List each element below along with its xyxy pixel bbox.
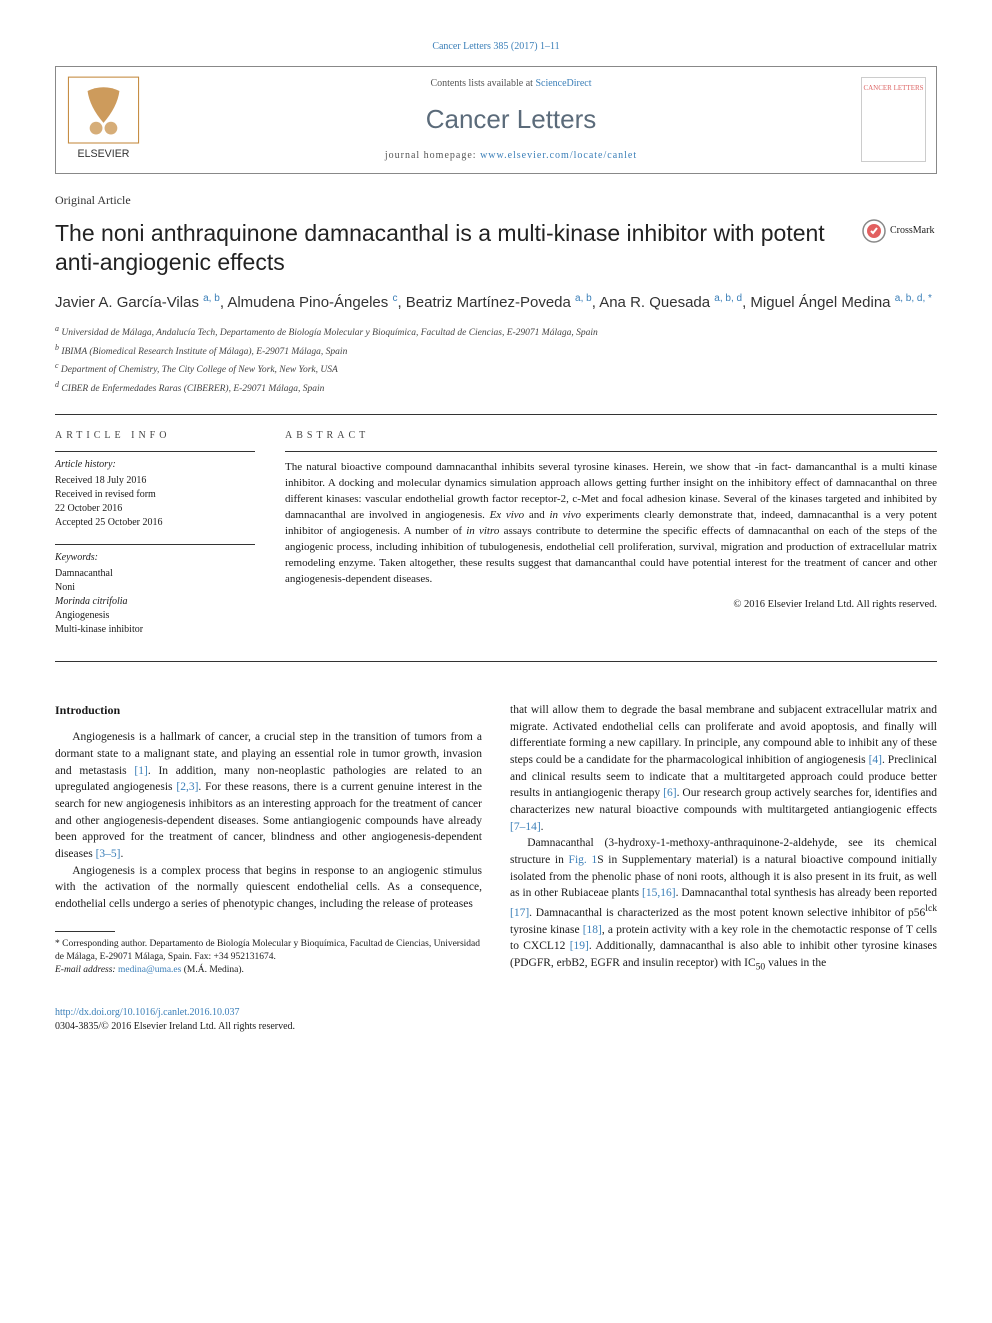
affiliation-line: b IBIMA (Biomedical Research Institute o…	[55, 342, 937, 359]
keyword: Noni	[55, 581, 255, 595]
affiliation-line: d CIBER de Enfermedades Raras (CIBERER),…	[55, 379, 937, 396]
citation-link[interactable]: [6]	[663, 787, 676, 799]
citation-link[interactable]: [19]	[570, 940, 589, 952]
history-line: Received 18 July 2016	[55, 474, 255, 488]
contents-available-line: Contents lists available at ScienceDirec…	[161, 77, 861, 91]
abstract-copyright: © 2016 Elsevier Ireland Ltd. All rights …	[285, 598, 937, 613]
citation-link[interactable]: [3–5]	[96, 848, 121, 860]
affiliation-line: c Department of Chemistry, The City Coll…	[55, 360, 937, 377]
footnote-separator	[55, 931, 115, 932]
keywords-label: Keywords:	[55, 551, 255, 565]
history-label: Article history:	[55, 458, 255, 472]
citation-link[interactable]: [4]	[869, 754, 882, 766]
corresponding-author-footnote: * Corresponding author. Departamento de …	[55, 938, 482, 965]
crossmark-icon	[862, 219, 886, 243]
issn-copyright-line: 0304-3835/© 2016 Elsevier Ireland Ltd. A…	[55, 1021, 295, 1032]
email-suffix: (M.Á. Medina).	[181, 965, 244, 975]
sciencedirect-link[interactable]: ScienceDirect	[535, 78, 591, 89]
body-two-column: Introduction Angiogenesis is a hallmark …	[55, 702, 937, 978]
citation-link[interactable]: [1]	[134, 765, 147, 777]
body-paragraph: Angiogenesis is a complex process that b…	[55, 863, 482, 913]
journal-name: Cancer Letters	[161, 101, 861, 137]
body-paragraph: Damnacanthal (3-hydroxy-1-methoxy-anthra…	[510, 835, 937, 974]
citation-link[interactable]: [2,3]	[176, 781, 198, 793]
body-paragraph: Angiogenesis is a hallmark of cancer, a …	[55, 729, 482, 862]
doi-block: http://dx.doi.org/10.1016/j.canlet.2016.…	[55, 1006, 937, 1034]
divider	[55, 661, 937, 662]
divider	[55, 414, 937, 415]
article-type: Original Article	[55, 192, 937, 209]
abstract-heading: ABSTRACT	[285, 429, 937, 443]
figure-link[interactable]: Fig. 1	[569, 854, 598, 866]
top-citation[interactable]: Cancer Letters 385 (2017) 1–11	[55, 40, 937, 54]
journal-cover-thumbnail[interactable]: CANCER LETTERS	[861, 77, 926, 162]
crossmark-label: CrossMark	[890, 224, 934, 238]
keyword: Angiogenesis	[55, 609, 255, 623]
history-line: Received in revised form	[55, 488, 255, 502]
author-list: Javier A. García-Vilas a, b, Almudena Pi…	[55, 292, 937, 313]
crossmark-badge[interactable]: CrossMark	[862, 219, 937, 243]
email-label: E-mail address:	[55, 965, 118, 975]
article-info-column: ARTICLE INFO Article history: Received 1…	[55, 429, 255, 651]
citation-link[interactable]: [17]	[510, 907, 529, 919]
citation-link[interactable]: [15,16]	[642, 887, 676, 899]
journal-homepage-link[interactable]: www.elsevier.com/locate/canlet	[480, 150, 637, 161]
abstract-column: ABSTRACT The natural bioactive compound …	[285, 429, 937, 651]
abstract-text: The natural bioactive compound damnacant…	[285, 451, 937, 588]
citation-link[interactable]: [18]	[583, 924, 602, 936]
article-info-heading: ARTICLE INFO	[55, 429, 255, 443]
cover-label: CANCER LETTERS	[863, 84, 923, 94]
keyword: Morinda citrifolia	[55, 595, 255, 609]
elsevier-logo[interactable]: ELSEVIER	[66, 75, 141, 165]
article-history-block: Article history: Received 18 July 2016Re…	[55, 451, 255, 530]
article-title: The noni anthraquinone damnacanthal is a…	[55, 219, 862, 279]
contents-prefix: Contents lists available at	[430, 78, 535, 89]
history-line: 22 October 2016	[55, 502, 255, 516]
body-paragraph: that will allow them to degrade the basa…	[510, 702, 937, 835]
keywords-block: Keywords: DamnacanthalNoniMorinda citrif…	[55, 544, 255, 637]
corresponding-email-link[interactable]: medina@uma.es	[118, 965, 181, 975]
keyword: Damnacanthal	[55, 567, 255, 581]
affiliation-line: a Universidad de Málaga, Andalucía Tech,…	[55, 323, 937, 340]
keyword: Multi-kinase inhibitor	[55, 623, 255, 637]
introduction-heading: Introduction	[55, 702, 482, 719]
doi-link[interactable]: http://dx.doi.org/10.1016/j.canlet.2016.…	[55, 1007, 240, 1018]
history-line: Accepted 25 October 2016	[55, 516, 255, 530]
email-footnote: E-mail address: medina@uma.es (M.Á. Medi…	[55, 964, 482, 977]
journal-homepage-line: journal homepage: www.elsevier.com/locat…	[161, 149, 861, 163]
journal-header-box: ELSEVIER Contents lists available at Sci…	[55, 66, 937, 174]
elsevier-logo-text: ELSEVIER	[78, 148, 130, 160]
citation-link[interactable]: [7–14]	[510, 821, 541, 833]
header-center: Contents lists available at ScienceDirec…	[161, 77, 861, 163]
homepage-prefix: journal homepage:	[385, 150, 480, 161]
affiliations: a Universidad de Málaga, Andalucía Tech,…	[55, 323, 937, 396]
